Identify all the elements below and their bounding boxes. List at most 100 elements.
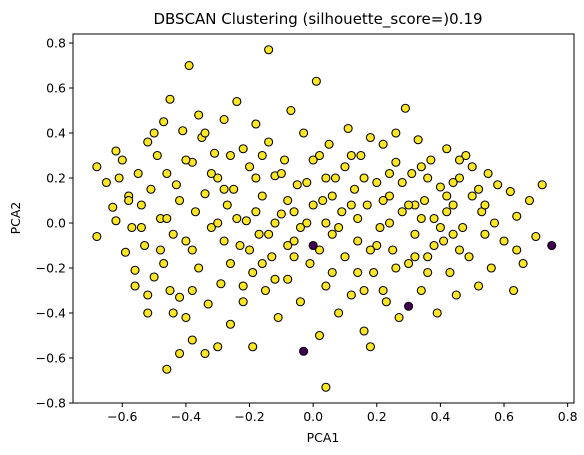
cluster-point xyxy=(270,274,280,284)
cluster-point xyxy=(149,272,159,282)
cluster-point xyxy=(314,150,325,161)
cluster-point xyxy=(404,200,414,210)
cluster-point xyxy=(276,168,286,179)
cluster-point xyxy=(378,285,388,296)
cluster-point xyxy=(327,267,337,278)
cluster-point xyxy=(229,184,239,194)
cluster-point xyxy=(120,247,131,257)
cluster-point xyxy=(512,211,522,221)
cluster-point xyxy=(314,245,325,255)
cluster-point xyxy=(416,285,426,296)
cluster-point xyxy=(343,123,353,134)
cluster-point xyxy=(397,177,407,188)
cluster-point xyxy=(162,364,172,374)
cluster-point xyxy=(232,96,242,107)
cluster-point xyxy=(203,299,213,309)
cluster-point xyxy=(130,281,140,291)
x-tick-label: −0.6 xyxy=(107,409,137,424)
x-axis: −0.6 −0.4 −0.2 0.0 0.2 0.4 0.6 0.8 xyxy=(107,403,578,424)
cluster-point xyxy=(181,236,191,246)
cluster-point xyxy=(448,177,458,188)
cluster-point xyxy=(378,139,388,149)
cluster-point xyxy=(213,342,223,352)
cluster-point xyxy=(391,263,401,273)
cluster-point xyxy=(146,184,156,194)
cluster-point xyxy=(187,285,197,296)
cluster-point xyxy=(289,207,299,217)
cluster-point xyxy=(248,342,258,352)
cluster-point xyxy=(435,222,445,233)
cluster-point xyxy=(178,126,188,136)
cluster-point xyxy=(429,240,439,251)
cluster-point xyxy=(337,207,347,217)
cluster-point xyxy=(200,128,210,138)
cluster-point xyxy=(381,297,391,307)
cluster-point xyxy=(458,222,468,233)
cluster-point xyxy=(359,326,369,336)
noise-point xyxy=(308,240,318,251)
cluster-point xyxy=(340,162,350,172)
cluster-point xyxy=(165,285,175,296)
cluster-point xyxy=(413,135,423,145)
cluster-point xyxy=(531,231,541,242)
cluster-point xyxy=(314,330,325,341)
cluster-point xyxy=(162,213,172,224)
cluster-point xyxy=(238,281,248,291)
x-tick-label: 0.8 xyxy=(558,409,578,424)
cluster-point xyxy=(194,110,204,120)
cluster-point xyxy=(200,189,210,199)
cluster-point xyxy=(346,290,356,300)
x-tick-label: 0.4 xyxy=(430,409,450,424)
cluster-point xyxy=(305,258,315,269)
cluster-point xyxy=(159,117,169,127)
cluster-point xyxy=(356,150,366,161)
cluster-point xyxy=(308,155,318,165)
cluster-point xyxy=(162,168,172,179)
y-tick-label: 0.4 xyxy=(46,126,66,141)
cluster-point xyxy=(369,267,379,278)
cluster-point xyxy=(474,281,484,291)
cluster-point xyxy=(474,184,484,194)
cluster-point xyxy=(279,155,290,165)
cluster-point xyxy=(152,150,162,161)
y-axis-label: PCA2 xyxy=(8,202,23,235)
cluster-point xyxy=(321,173,331,183)
cluster-point xyxy=(295,222,305,233)
cluster-point xyxy=(311,76,321,86)
cluster-point xyxy=(394,312,404,323)
cluster-point xyxy=(384,191,395,201)
cluster-point xyxy=(159,258,169,269)
cluster-point xyxy=(260,285,271,296)
cluster-point xyxy=(327,191,337,201)
y-tick-label: 0.2 xyxy=(46,171,66,186)
cluster-point xyxy=(416,213,426,224)
cluster-point xyxy=(190,207,201,217)
cluster-point xyxy=(289,236,299,246)
cluster-point xyxy=(295,297,305,307)
cluster-point xyxy=(391,157,401,167)
cluster-point xyxy=(378,195,388,206)
cluster-point xyxy=(349,184,360,194)
cluster-point xyxy=(175,348,185,359)
cluster-point xyxy=(124,195,134,206)
x-axis-label: PCA1 xyxy=(307,430,340,445)
cluster-point xyxy=(168,308,178,318)
cluster-point xyxy=(505,186,515,197)
cluster-point xyxy=(397,207,407,217)
cluster-point xyxy=(92,231,102,242)
cluster-point xyxy=(251,119,261,129)
cluster-point xyxy=(372,177,382,188)
cluster-point xyxy=(168,229,178,239)
cluster-point xyxy=(187,335,197,345)
cluster-point xyxy=(216,279,226,289)
cluster-point xyxy=(448,200,458,210)
cluster-point xyxy=(467,191,477,201)
cluster-point xyxy=(283,240,293,251)
cluster-point xyxy=(321,382,331,392)
cluster-point xyxy=(171,180,181,190)
cluster-point xyxy=(264,229,274,239)
cluster-point xyxy=(489,218,500,228)
cluster-point xyxy=(423,252,433,262)
